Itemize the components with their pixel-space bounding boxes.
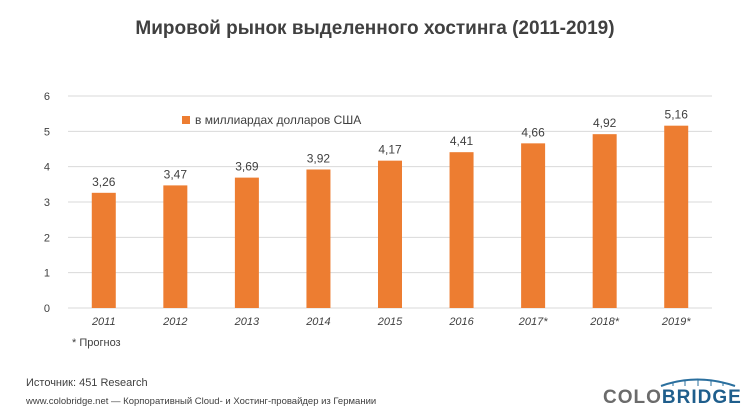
bar-value-label: 3,26 [92,175,116,189]
x-tick-label: 2013 [234,316,260,328]
source-note: Источник: 451 Research [26,377,148,389]
y-tick-label: 5 [44,126,50,138]
bar [664,125,689,309]
bar-value-label: 4,17 [378,143,402,157]
site-tagline: www.colobridge.net — Корпоративный Cloud… [26,396,377,407]
bar [234,177,259,308]
legend-swatch [182,116,190,124]
bar-value-label: 3,92 [307,151,331,165]
bar-value-label: 3,69 [235,160,259,174]
bars [91,125,689,309]
y-tick-label: 3 [44,197,50,209]
x-tick-label: 2018* [589,316,619,328]
footnote: * Прогноз [72,337,121,349]
bar [592,134,617,308]
bar-value-label: 4,66 [521,125,545,139]
bar-value-label: 4,41 [450,134,474,148]
y-tick-label: 0 [44,303,50,315]
bar [378,160,402,308]
legend-label: в миллиардах долларов США [195,113,361,127]
bar-value-label: 4,92 [593,116,617,130]
x-tick-label: 2017* [518,316,548,328]
x-tick-label: 2012 [162,316,187,328]
colobridge-logo: COLOBRIDGE [603,378,742,409]
x-tick-label: 2019* [661,316,691,328]
bridge-icon [660,378,736,387]
y-axis-ticks: 0 1 2 3 4 5 6 [44,91,50,315]
bar-value-label: 3,47 [164,167,188,181]
y-tick-label: 2 [44,232,50,244]
bar [91,192,116,308]
logo-wordmark: COLOBRIDGE [603,387,742,409]
y-tick-label: 4 [44,162,50,174]
y-tick-label: 1 [44,268,50,280]
x-tick-label: 2014 [305,316,330,328]
bar [163,185,188,308]
x-axis-ticks: 2011 2012 2013 2014 2015 2016 2017* 2018* 2019* [91,316,691,328]
bar [521,143,546,308]
x-tick-label: 2015 [377,316,403,328]
legend: в миллиардах долларов США [182,113,361,127]
bar-labels: 3,26 3,47 3,69 3,92 4,17 4,41 4,66 4,92 5,16 [92,108,688,189]
logo-part2: BRIDGE [661,387,742,408]
x-tick-label: 2011 [91,316,116,328]
bar-value-label: 5,16 [665,108,689,122]
bar [449,152,474,308]
bar [306,169,331,308]
x-tick-label: 2016 [448,316,474,328]
chart-title: Мировой рынок выделенного хостинга (2011… [135,18,615,39]
y-tick-label: 6 [44,91,50,103]
logo-part1: COLO [603,387,662,408]
